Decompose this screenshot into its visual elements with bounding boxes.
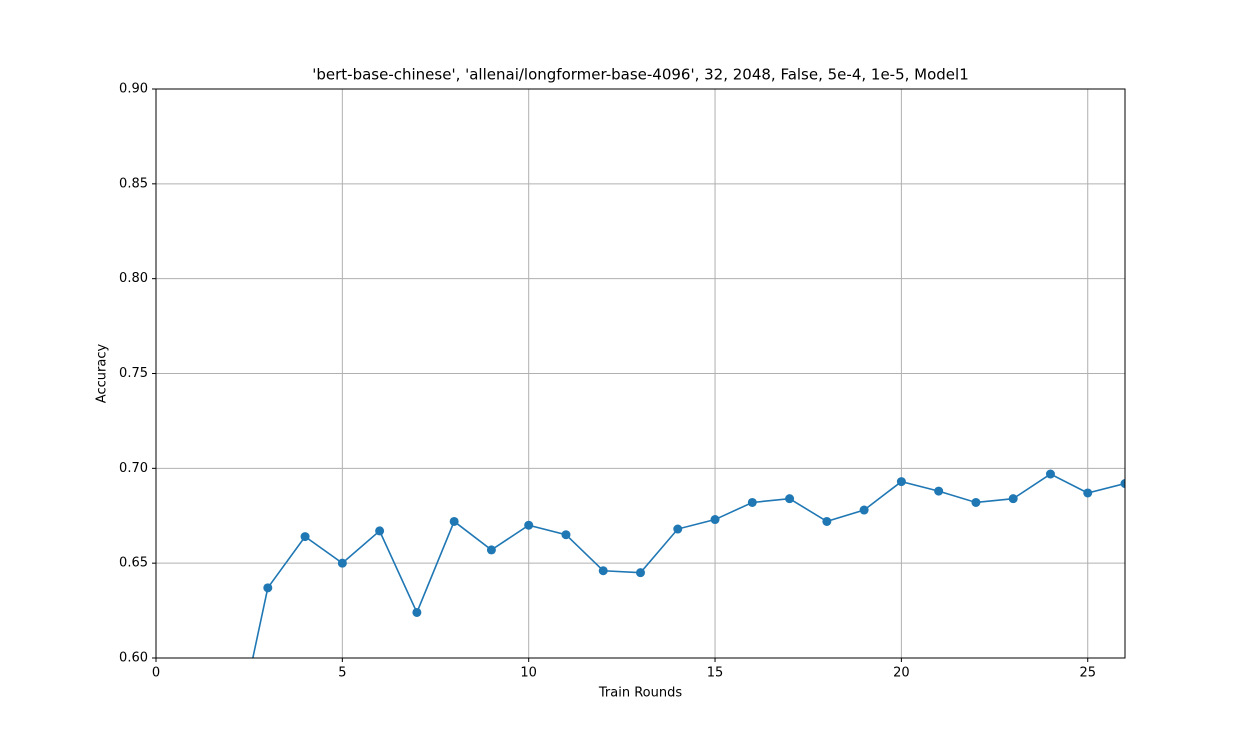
- marker: [524, 520, 534, 530]
- y-tick-label: 0.60: [119, 651, 148, 666]
- marker: [859, 505, 869, 515]
- x-tick-label: 10: [520, 666, 537, 681]
- marker: [1083, 488, 1093, 498]
- marker: [300, 532, 310, 542]
- marker: [673, 524, 683, 534]
- marker: [412, 607, 422, 617]
- marker: [971, 497, 981, 507]
- x-tick-label: 25: [1079, 666, 1096, 681]
- y-tick-label: 0.90: [119, 82, 148, 97]
- marker: [747, 497, 757, 507]
- marker: [636, 568, 645, 578]
- marker: [785, 494, 795, 504]
- marker: [896, 477, 906, 487]
- marker: [710, 515, 720, 525]
- chart-title: 'bert-base-chinese', 'allenai/longformer…: [312, 66, 969, 84]
- marker: [598, 566, 608, 576]
- y-tick-label: 0.85: [119, 176, 148, 191]
- marker: [1045, 469, 1055, 479]
- x-tick-label: 0: [152, 666, 160, 681]
- marker: [486, 545, 496, 555]
- marker: [1008, 494, 1018, 504]
- marker: [337, 558, 347, 568]
- y-tick-label: 0.70: [119, 461, 148, 476]
- marker: [375, 526, 385, 536]
- ticks: 0 5 10 15 20 25 0.60 0.65 0.70 0.75 0.80 0.85 0.90: [119, 82, 1096, 681]
- y-tick-label: 0.80: [119, 271, 148, 286]
- y-tick-label: 0.65: [119, 556, 148, 571]
- marker: [263, 583, 273, 593]
- marker: [934, 486, 944, 496]
- x-tick-label: 20: [893, 666, 910, 681]
- x-tick-label: 15: [707, 666, 724, 681]
- y-tick-label: 0.75: [119, 366, 148, 381]
- marker: [822, 516, 832, 526]
- y-axis-label: Accuracy: [95, 344, 110, 404]
- x-tick-label: 5: [338, 666, 346, 681]
- marker: [1120, 479, 1125, 489]
- marker: [561, 530, 571, 540]
- marker: [449, 516, 459, 526]
- x-axis-label: Train Rounds: [598, 686, 682, 701]
- plot-area: [252, 469, 1125, 658]
